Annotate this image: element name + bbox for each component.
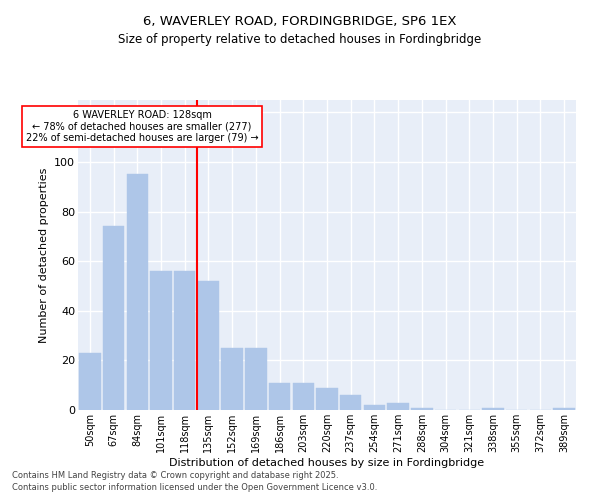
Y-axis label: Number of detached properties: Number of detached properties — [38, 168, 49, 342]
Bar — [340, 395, 361, 410]
Bar — [316, 388, 338, 410]
Text: 6, WAVERLEY ROAD, FORDINGBRIDGE, SP6 1EX: 6, WAVERLEY ROAD, FORDINGBRIDGE, SP6 1EX — [143, 15, 457, 28]
Bar — [127, 174, 148, 410]
Bar — [79, 353, 101, 410]
Bar — [103, 226, 124, 410]
Bar — [411, 408, 433, 410]
Bar — [364, 405, 385, 410]
Bar — [269, 382, 290, 410]
Text: Size of property relative to detached houses in Fordingbridge: Size of property relative to detached ho… — [118, 32, 482, 46]
Bar — [221, 348, 243, 410]
Bar — [293, 382, 314, 410]
Bar — [151, 271, 172, 410]
X-axis label: Distribution of detached houses by size in Fordingbridge: Distribution of detached houses by size … — [169, 458, 485, 468]
Bar — [174, 271, 196, 410]
Bar — [553, 408, 575, 410]
Text: Contains HM Land Registry data © Crown copyright and database right 2025.: Contains HM Land Registry data © Crown c… — [12, 471, 338, 480]
Bar — [388, 402, 409, 410]
Bar — [245, 348, 266, 410]
Bar — [198, 281, 219, 410]
Bar — [482, 408, 503, 410]
Text: Contains public sector information licensed under the Open Government Licence v3: Contains public sector information licen… — [12, 484, 377, 492]
Text: 6 WAVERLEY ROAD: 128sqm
← 78% of detached houses are smaller (277)
22% of semi-d: 6 WAVERLEY ROAD: 128sqm ← 78% of detache… — [26, 110, 259, 143]
